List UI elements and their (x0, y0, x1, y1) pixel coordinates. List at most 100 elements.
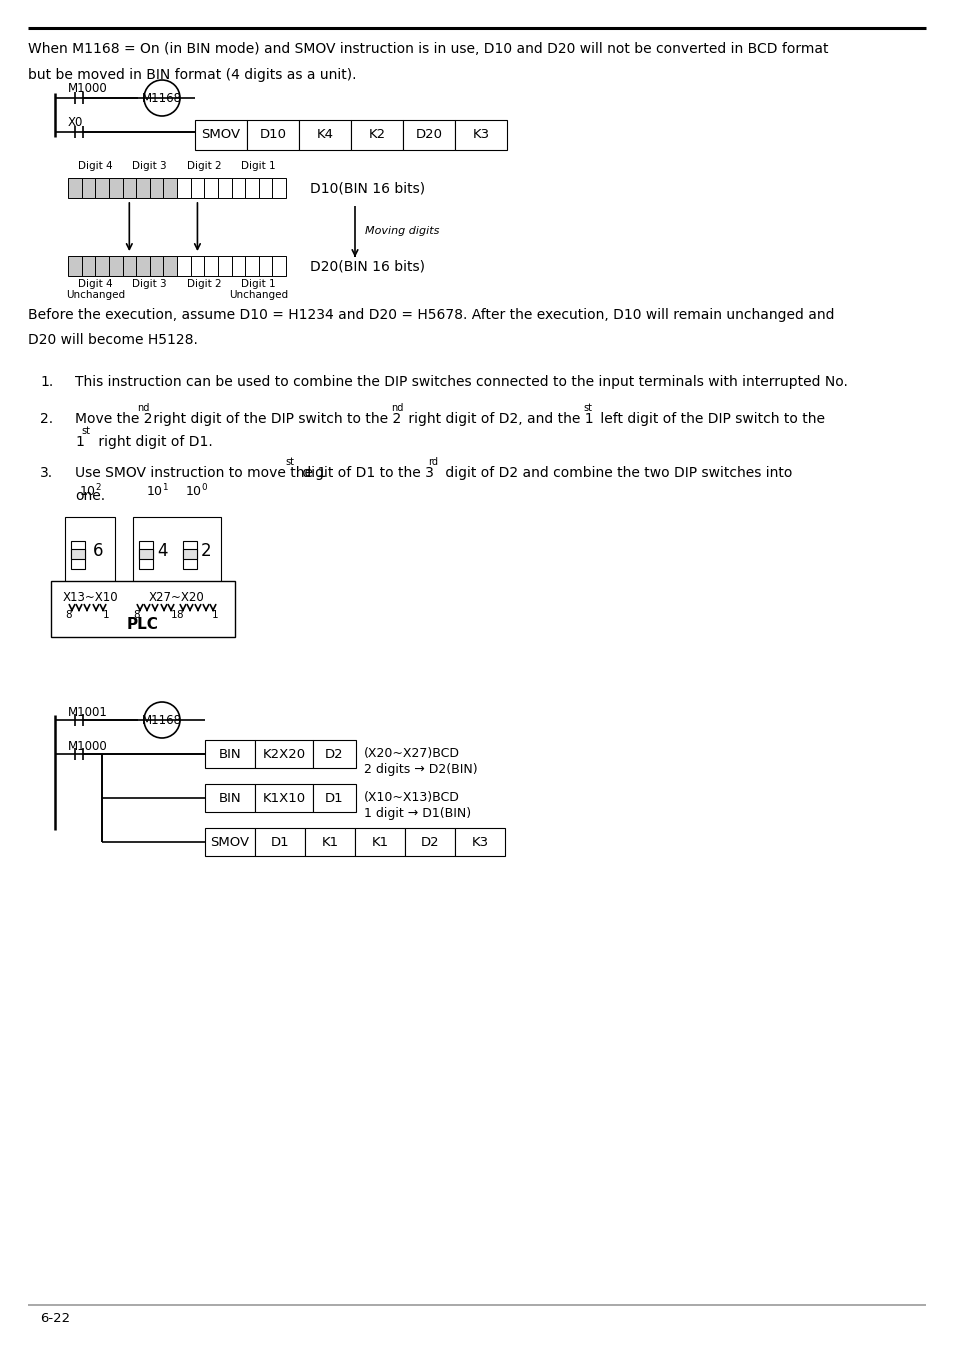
Text: 6: 6 (92, 541, 103, 560)
Text: K3: K3 (471, 836, 488, 849)
Text: 1.: 1. (40, 375, 53, 389)
Text: 4: 4 (156, 541, 167, 560)
Bar (71, 549, 85, 559)
Bar (205, 784, 254, 811)
Bar (109, 178, 122, 198)
Text: 1: 1 (212, 610, 218, 620)
Text: Digit 3: Digit 3 (132, 161, 167, 171)
Bar (258, 256, 273, 275)
Text: 2 digits → D2(BIN): 2 digits → D2(BIN) (364, 763, 477, 776)
Text: M1000: M1000 (68, 82, 108, 94)
Bar (183, 541, 196, 568)
Bar (82, 178, 95, 198)
Text: Digit 2: Digit 2 (187, 279, 221, 289)
Text: When M1168 = On (in BIN mode) and SMOV instruction is in use, D10 and D20 will n: When M1168 = On (in BIN mode) and SMOV i… (28, 42, 827, 55)
Text: Moving digits: Moving digits (365, 225, 439, 236)
Bar (191, 178, 204, 198)
Bar (247, 120, 298, 150)
Text: D20 will become H5128.: D20 will become H5128. (28, 333, 197, 347)
Text: D20(BIN 16 bits): D20(BIN 16 bits) (310, 259, 424, 273)
Bar (355, 828, 405, 856)
Bar (455, 828, 504, 856)
Text: (X10~X13)BCD: (X10~X13)BCD (364, 791, 459, 805)
Text: Unchanged: Unchanged (66, 290, 125, 300)
Text: PLC: PLC (127, 617, 159, 632)
Text: X0: X0 (68, 116, 83, 130)
Text: Digit 4: Digit 4 (78, 161, 112, 171)
Text: $10^0$: $10^0$ (185, 482, 208, 500)
Text: D20: D20 (416, 128, 442, 142)
Bar (232, 178, 245, 198)
Text: right digit of D1.: right digit of D1. (93, 435, 213, 450)
Text: M1168: M1168 (142, 714, 182, 726)
Bar (68, 256, 82, 275)
Text: nd: nd (391, 404, 403, 413)
Text: 8: 8 (176, 610, 183, 620)
Text: st: st (81, 427, 91, 436)
Bar (305, 828, 355, 856)
Bar (163, 178, 177, 198)
Text: M1168: M1168 (142, 92, 182, 104)
Bar (204, 178, 217, 198)
Text: D1: D1 (325, 791, 343, 805)
Text: but be moved in BIN format (4 digits as a unit).: but be moved in BIN format (4 digits as … (28, 68, 356, 82)
Bar (205, 740, 254, 768)
Bar (204, 256, 217, 275)
Text: $10^1$: $10^1$ (146, 482, 169, 500)
Text: 1 digit → D1(BIN): 1 digit → D1(BIN) (364, 807, 471, 819)
Text: Digit 1: Digit 1 (241, 161, 275, 171)
Bar (82, 256, 95, 275)
Text: right digit of the DIP switch to the 2: right digit of the DIP switch to the 2 (150, 412, 401, 427)
Text: 8: 8 (133, 610, 140, 620)
Bar (194, 120, 247, 150)
Bar (177, 256, 191, 275)
Text: D10(BIN 16 bits): D10(BIN 16 bits) (310, 181, 425, 194)
Text: Digit 2: Digit 2 (187, 161, 221, 171)
Bar (122, 256, 136, 275)
Text: K1X10: K1X10 (262, 791, 305, 805)
Text: SMOV: SMOV (211, 836, 250, 849)
Text: Unchanged: Unchanged (229, 290, 288, 300)
Text: D10: D10 (259, 128, 286, 142)
Text: (X20~X27)BCD: (X20~X27)BCD (364, 747, 459, 760)
Text: K2: K2 (368, 128, 385, 142)
Bar (313, 784, 355, 811)
Text: X27~X20: X27~X20 (149, 591, 205, 605)
Text: one.: one. (75, 489, 105, 504)
Text: X13~X10: X13~X10 (62, 591, 117, 605)
Text: 1: 1 (75, 435, 84, 450)
Text: Use SMOV instruction to move the 1: Use SMOV instruction to move the 1 (75, 466, 326, 481)
Text: D2: D2 (325, 748, 343, 760)
Text: 6-22: 6-22 (40, 1312, 71, 1324)
Text: left digit of the DIP switch to the: left digit of the DIP switch to the (596, 412, 824, 427)
Bar (254, 740, 313, 768)
Text: BIN: BIN (218, 748, 241, 760)
Bar (245, 178, 258, 198)
Text: rd: rd (428, 458, 438, 467)
Text: M1000: M1000 (68, 740, 108, 753)
Bar (402, 120, 455, 150)
Text: K2X20: K2X20 (262, 748, 305, 760)
Bar (273, 178, 286, 198)
Text: 3.: 3. (40, 466, 53, 481)
Bar (136, 178, 150, 198)
Text: D2: D2 (420, 836, 438, 849)
Text: Digit 1: Digit 1 (241, 279, 275, 289)
Bar (455, 120, 506, 150)
Bar (71, 541, 85, 568)
Text: 2: 2 (200, 541, 212, 560)
Text: Digit 3: Digit 3 (132, 279, 167, 289)
Text: nd: nd (137, 404, 150, 413)
Text: 1: 1 (171, 610, 177, 620)
Bar (150, 178, 163, 198)
Text: right digit of D2, and the 1: right digit of D2, and the 1 (403, 412, 593, 427)
Bar (68, 178, 82, 198)
Text: K3: K3 (472, 128, 489, 142)
Bar (217, 256, 232, 275)
Text: K4: K4 (316, 128, 334, 142)
Bar (254, 828, 305, 856)
Text: SMOV: SMOV (201, 128, 240, 142)
Text: Before the execution, assume D10 = H1234 and D20 = H5678. After the execution, D: Before the execution, assume D10 = H1234… (28, 308, 834, 323)
Bar (132, 517, 221, 585)
Bar (109, 256, 122, 275)
